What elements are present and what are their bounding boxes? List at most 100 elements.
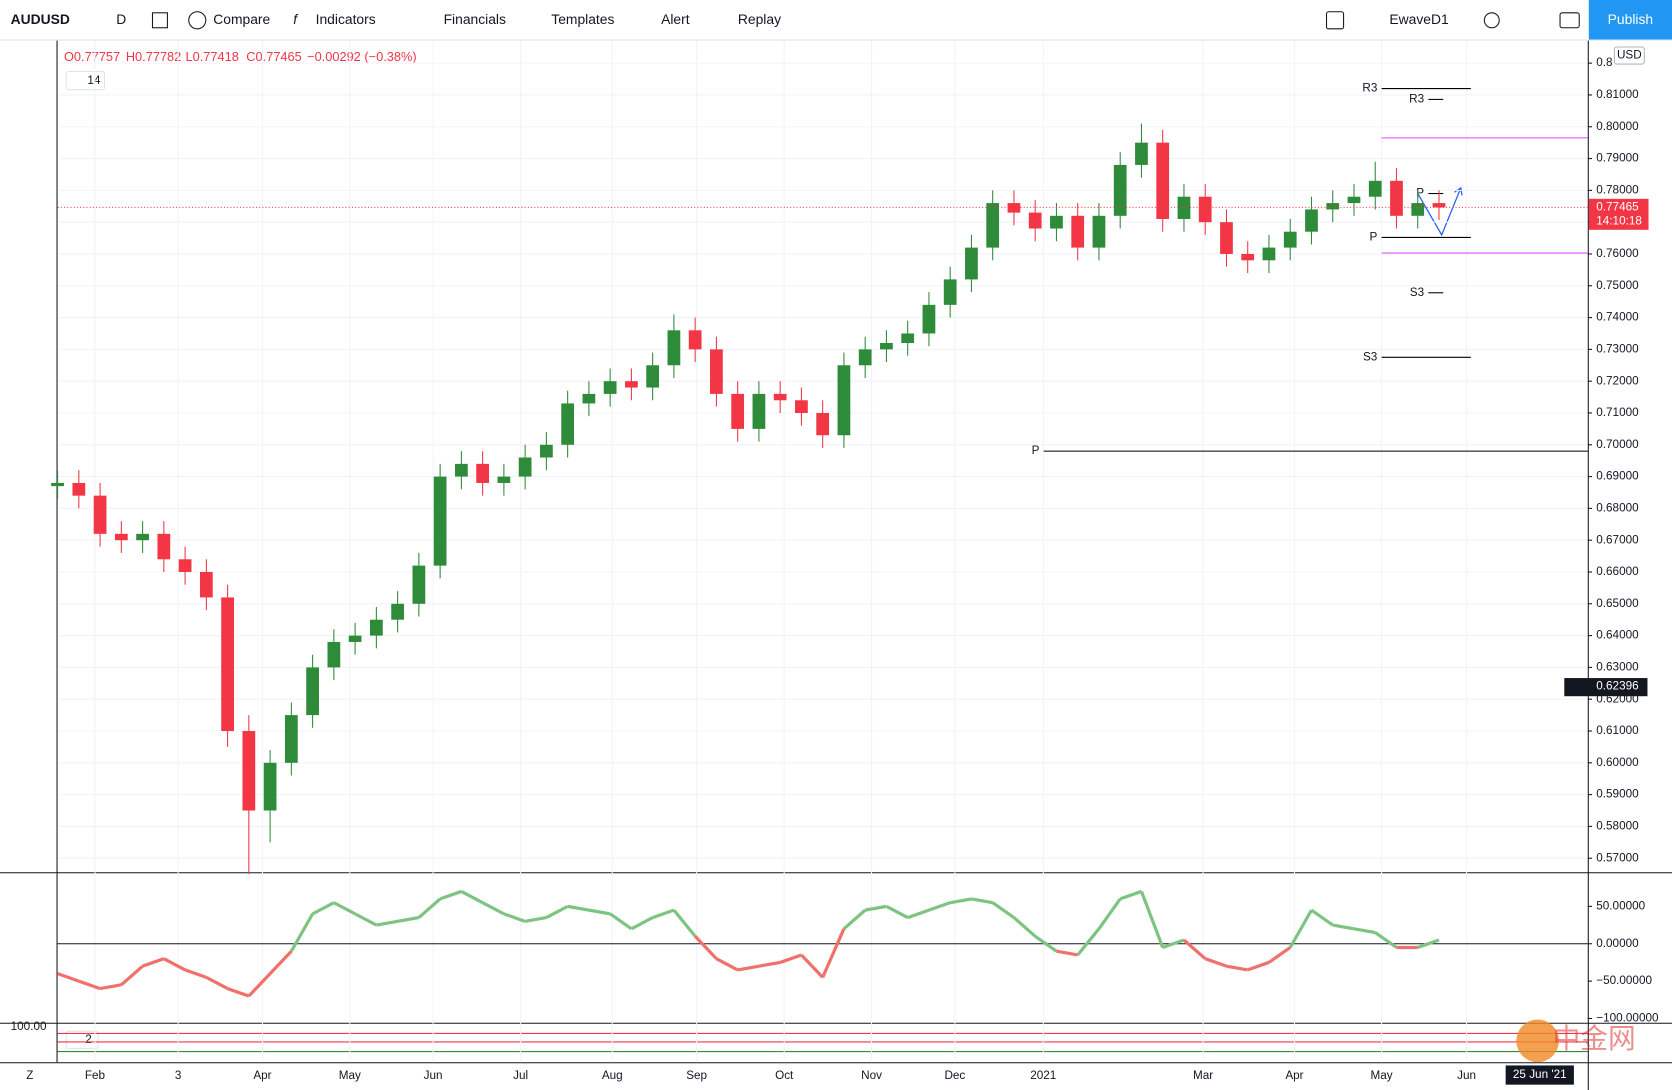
candle-body: [476, 463, 490, 483]
legend-close: C0.77465: [246, 49, 301, 64]
candle-body: [242, 731, 256, 811]
x-tick-label: May: [339, 1069, 361, 1082]
publish-button[interactable]: Publish: [1608, 11, 1653, 27]
candle-body: [1411, 203, 1425, 216]
y-tick-label: 0.63000: [1596, 660, 1639, 673]
x-tick-label: Feb: [85, 1069, 106, 1082]
y-tick-label: 0.72000: [1596, 374, 1639, 387]
candle-body: [1432, 203, 1446, 208]
pane-badge-bg[interactable]: [65, 1030, 99, 1049]
oscillator-segment: [758, 960, 781, 968]
scale-toggle[interactable]: Z: [26, 1069, 33, 1082]
oscillator-segment: [142, 957, 165, 968]
oscillator-segment: [1056, 949, 1078, 957]
oscillator-segment: [1034, 934, 1058, 953]
candle-body: [93, 495, 107, 534]
chart-style-icon[interactable]: [151, 12, 168, 29]
interval[interactable]: D: [116, 11, 126, 27]
x-tick-label: Oct: [775, 1069, 794, 1082]
currency-badge-bg: [1613, 46, 1645, 65]
candle-body: [72, 482, 86, 496]
oscillator-segment: [481, 901, 505, 916]
y-tick-label: 0.69000: [1596, 470, 1639, 483]
candle-body: [965, 247, 978, 280]
candle-body: [114, 533, 128, 541]
candle-body: [1028, 212, 1042, 229]
oscillator-segment: [715, 957, 739, 972]
candle-body: [582, 393, 596, 404]
candle-body: [1262, 247, 1276, 261]
x-tick-label: 3: [175, 1069, 182, 1082]
x-tick-label: Aug: [602, 1069, 623, 1082]
compare-button[interactable]: Compare: [213, 11, 270, 27]
oscillator-segment: [821, 928, 846, 979]
oscillator-segment: [1310, 908, 1334, 927]
candle-body: [858, 349, 872, 366]
oscillator-segment: [737, 964, 760, 972]
y-tick-label: 0.76000: [1596, 247, 1639, 260]
y-tick-label: 0.00000: [1596, 937, 1639, 950]
oscillator-segment: [885, 904, 909, 920]
oscillator-segment: [1204, 957, 1227, 968]
symbol[interactable]: AUDUSD: [11, 11, 70, 27]
x-tick-label: May: [1371, 1069, 1393, 1082]
pivot-label: P: [1032, 444, 1040, 457]
layout-name[interactable]: EwaveD1: [1389, 11, 1449, 27]
y-tick-label: 0.79000: [1596, 152, 1639, 165]
x-tick-label: Sep: [686, 1069, 707, 1082]
replay-button[interactable]: Replay: [738, 11, 781, 27]
y-tick-label: 0.57000: [1596, 851, 1639, 864]
oscillator-segment: [439, 889, 462, 901]
oscillator-segment: [907, 908, 930, 920]
oscillator-segment: [376, 919, 398, 927]
settings-icon[interactable]: [1483, 12, 1500, 29]
ohlc-legend: O0.77757 H0.77782 L0.77418 C0.77465 −0.0…: [64, 49, 417, 64]
candle-body: [369, 619, 383, 636]
templates-button[interactable]: Templates: [551, 11, 614, 27]
candle-body: [1283, 231, 1297, 248]
candle-body: [880, 343, 893, 350]
crosshair-label: 0.62396: [1596, 680, 1638, 693]
legend-open: O0.77757: [64, 49, 120, 64]
candle-body: [412, 565, 426, 604]
oscillator-segment: [800, 953, 824, 979]
oscillator-segment: [1374, 931, 1398, 949]
snapshot-icon[interactable]: [1559, 12, 1580, 29]
oscillator-segment: [842, 908, 867, 931]
y-tick-label: 0.8: [1596, 56, 1613, 69]
indicators-button[interactable]: Indicators: [316, 11, 376, 27]
candle-body: [752, 393, 766, 429]
candle-body: [625, 381, 638, 388]
publish-button-bg[interactable]: [1588, 0, 1672, 40]
fullscreen-toggle[interactable]: [1325, 11, 1345, 30]
oscillator-segment: [1162, 938, 1185, 949]
date-badge-bg: [1505, 1065, 1574, 1085]
oscillator-segment: [672, 909, 697, 938]
oscillator-segment: [1268, 946, 1292, 964]
financials-button[interactable]: Financials: [444, 11, 506, 27]
pivot-label: P: [1416, 187, 1424, 200]
candle-body: [1198, 196, 1212, 223]
candle-body: [391, 603, 404, 620]
candle-body: [1007, 203, 1021, 213]
alert-button[interactable]: Alert: [661, 11, 690, 27]
oscillator-segment: [1097, 897, 1122, 930]
candle-body: [922, 304, 936, 334]
candle-body: [51, 482, 64, 487]
oscillator-segment: [460, 890, 484, 905]
oscillator-segment: [333, 901, 356, 916]
candle-body: [901, 333, 915, 344]
candle-body: [816, 412, 830, 436]
candle-body: [1092, 215, 1106, 248]
oscillator-segment: [1247, 960, 1270, 972]
oscillator-segment: [184, 968, 207, 979]
y-tick-label: 0.65000: [1596, 597, 1639, 610]
candle-body: [1326, 203, 1340, 210]
indicator-badge[interactable]: 14: [87, 74, 101, 87]
oscillator-segment: [1332, 923, 1355, 931]
oscillator-segment: [588, 908, 611, 916]
candle-body: [157, 533, 171, 560]
oscillator-segment: [1226, 964, 1248, 972]
candle-body: [540, 444, 553, 458]
oscillator-segment: [227, 987, 250, 998]
